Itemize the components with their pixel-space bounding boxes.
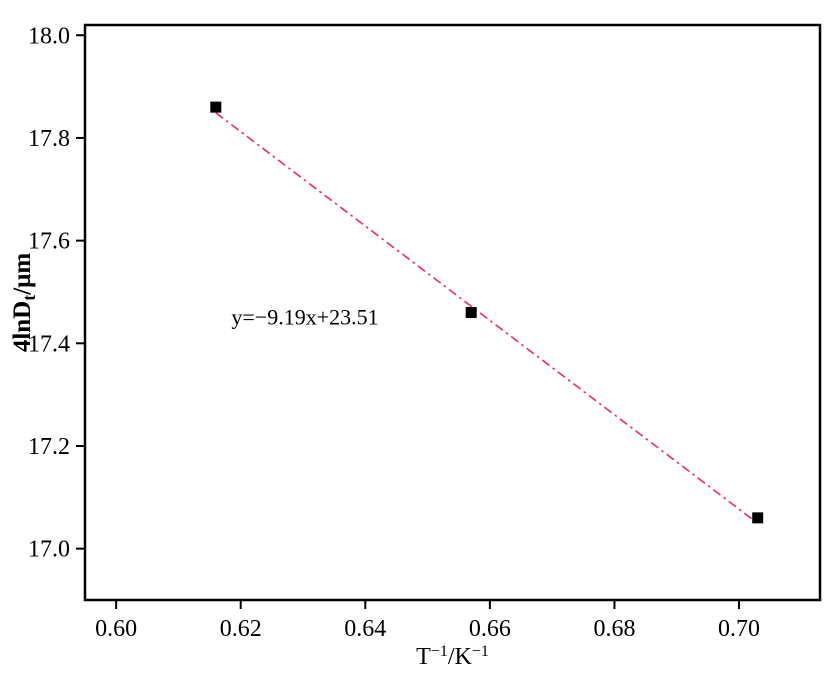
x-tick-label: 0.62 bbox=[220, 616, 262, 642]
y-tick-label: 17.8 bbox=[28, 126, 70, 152]
label-text: /μm bbox=[9, 253, 36, 296]
label-text: /K bbox=[448, 644, 473, 670]
label-text: 4lnD bbox=[9, 301, 36, 352]
plot-frame bbox=[83, 23, 822, 602]
x-tick-label: 0.68 bbox=[593, 616, 635, 642]
x-tick-label: 0.70 bbox=[718, 616, 760, 642]
data-point-marker bbox=[465, 307, 477, 318]
label-text: T bbox=[416, 644, 431, 670]
data-point-marker bbox=[752, 512, 764, 524]
x-axis-label: T−1/K−1 bbox=[416, 643, 489, 670]
data-point-marker bbox=[210, 101, 222, 113]
fit-line bbox=[215, 112, 759, 524]
y-tick-label: 17.0 bbox=[28, 537, 70, 563]
y-axis-label: 4lnDt/μm bbox=[9, 253, 39, 353]
superscript: −1 bbox=[431, 643, 448, 660]
equation-annotation: y=−9.19x+23.51 bbox=[231, 304, 378, 329]
y-tick-label: 17.6 bbox=[28, 229, 70, 255]
y-tick-label: 17.4 bbox=[28, 331, 70, 357]
superscript: −1 bbox=[472, 643, 489, 660]
x-tick-label: 0.64 bbox=[344, 616, 386, 642]
subscript: t bbox=[19, 295, 39, 301]
x-tick-label: 0.66 bbox=[469, 616, 511, 642]
x-tick-label: 0.60 bbox=[95, 616, 137, 642]
y-tick-label: 18.0 bbox=[28, 23, 70, 49]
y-tick-label: 17.2 bbox=[28, 434, 70, 460]
